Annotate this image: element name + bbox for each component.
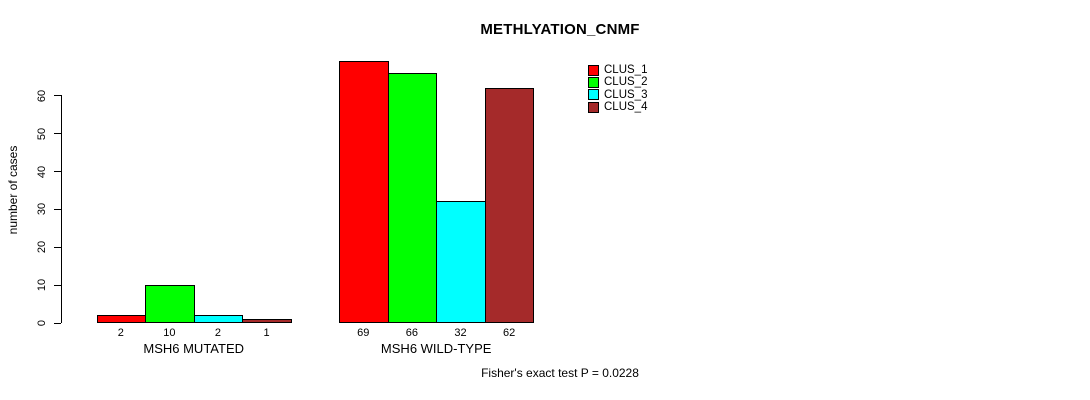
legend-item-clus_2: CLUS_2 <box>588 76 647 88</box>
legend-label: CLUS_3 <box>604 88 648 101</box>
x-category-label: MSH6 WILD-TYPE <box>380 341 492 356</box>
bar-value-label: 66 <box>405 327 419 339</box>
y-tick-label: 60 <box>36 89 48 103</box>
legend-swatch-icon <box>588 76 599 88</box>
legend-label: CLUS_1 <box>604 64 648 77</box>
y-tick-label: 50 <box>36 127 48 140</box>
y-tick-mark <box>54 95 61 97</box>
bar-value-label: 2 <box>214 327 222 339</box>
y-tick-mark <box>54 322 61 324</box>
legend: CLUS_1 CLUS_2 CLUS_3 CLUS_4 <box>588 64 647 113</box>
y-tick-mark <box>54 208 61 210</box>
bar-value-label: 2 <box>117 327 124 339</box>
chart-title: METHLYATION_CNMF <box>480 21 640 38</box>
y-tick-mark <box>54 133 61 135</box>
legend-item-clus_1: CLUS_1 <box>588 64 647 76</box>
legend-swatch-icon <box>588 89 599 101</box>
y-tick-label: 0 <box>36 319 48 327</box>
bar-value-label: 10 <box>163 327 176 339</box>
legend-item-clus_4: CLUS_4 <box>588 101 647 113</box>
y-tick-mark <box>54 284 61 286</box>
y-tick-mark <box>54 246 61 248</box>
legend-label: CLUS_2 <box>604 76 648 89</box>
x-category-label: MSH6 MUTATED <box>143 341 245 356</box>
y-axis-line <box>61 95 62 324</box>
bar-clus_1-2 <box>339 61 389 324</box>
y-tick-label: 20 <box>36 241 48 254</box>
bar-clus_2-1 <box>145 284 195 324</box>
y-tick-mark <box>54 171 61 173</box>
bar-clus_1-1 <box>96 314 147 324</box>
y-tick-label: 30 <box>36 203 48 216</box>
bar-clus_3-1 <box>193 314 244 324</box>
y-tick-label: 40 <box>36 165 48 178</box>
bar-clus_3-2 <box>436 201 486 324</box>
bar-clus_4-1 <box>242 318 292 324</box>
y-tick-label: 10 <box>36 279 48 292</box>
bar-value-label: 62 <box>502 327 516 339</box>
bar-clus_2-2 <box>387 72 438 324</box>
stat-test-footnote: Fisher's exact test P = 0.0228 <box>481 366 639 380</box>
bar-clus_4-2 <box>484 87 535 324</box>
bar-value-label: 32 <box>454 327 467 339</box>
bar-value-label: 1 <box>263 327 270 339</box>
legend-label: CLUS_4 <box>604 101 648 114</box>
legend-swatch-icon <box>588 64 599 76</box>
bar-value-label: 69 <box>357 327 370 339</box>
legend-swatch-icon <box>588 101 599 113</box>
legend-item-clus_3: CLUS_3 <box>588 89 647 101</box>
